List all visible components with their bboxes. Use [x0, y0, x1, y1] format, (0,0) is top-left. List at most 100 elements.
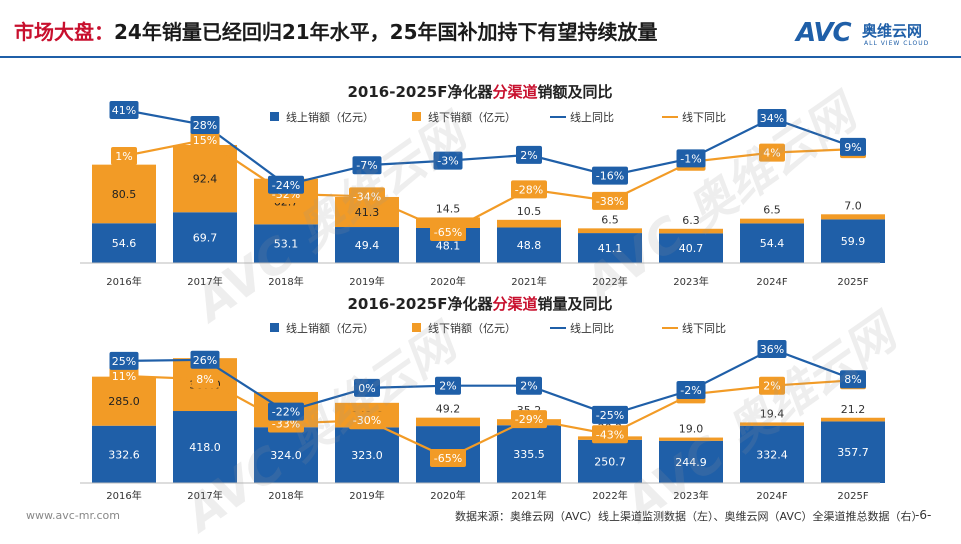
online-yoy-label-box [757, 109, 787, 128]
legend-label: 线上同比 [570, 321, 614, 335]
online-yoy-label-box [352, 156, 382, 175]
bar-online-label: 250.7 [594, 455, 626, 468]
bar-offline-label: 49.2 [436, 403, 461, 416]
bar-online-label: 323.0 [351, 449, 383, 462]
offline-yoy-label-box [511, 180, 547, 199]
offline-yoy-label-box [192, 370, 218, 389]
online-yoy-label: -7% [356, 159, 377, 172]
online-yoy-label: 2% [439, 380, 456, 393]
online-yoy-label-box [676, 149, 706, 168]
bar-offline [497, 219, 561, 228]
legend-label: 线下销额（亿元） [428, 321, 516, 335]
online-yoy-label: 0% [358, 382, 375, 395]
legend-label: 线上销额（亿元） [286, 110, 374, 124]
offline-yoy-label: -28% [515, 183, 543, 196]
online-yoy-label: 28% [193, 119, 217, 132]
offline-yoy-label-box [430, 223, 466, 241]
bar-online [92, 425, 156, 483]
offline-yoy-label: 8% [196, 373, 213, 386]
bar-offline-label: 14.5 [436, 202, 461, 215]
bar-offline-label: 92.4 [193, 173, 218, 186]
online-yoy-label-box [433, 151, 463, 170]
bar-online [173, 411, 237, 483]
category-label: 2018年 [268, 275, 303, 288]
category-label: 2025F [837, 491, 868, 502]
footer-site: www.avc-mr.com [26, 509, 120, 522]
bar-online [821, 219, 885, 263]
bar-online-label: 357.7 [837, 446, 869, 459]
bar-online-label: 418.0 [189, 441, 221, 454]
offline-yoy-label: 1% [115, 150, 132, 163]
bar-offline-label: 80.5 [112, 188, 137, 201]
bar-online-label: 324.0 [270, 449, 302, 462]
online-yoy-label-box [109, 101, 139, 119]
category-label: 2025F [837, 277, 868, 288]
bar-online-label: 69.7 [193, 232, 218, 245]
offline-yoy-label: 4% [763, 147, 780, 160]
category-label: 2024F [756, 277, 787, 288]
bar-offline-label: 6.5 [763, 204, 781, 217]
bar-offline [416, 217, 480, 228]
offline-yoy-label-box [592, 425, 628, 444]
offline-yoy-label-box [349, 411, 385, 430]
legend-label: 线下销额（亿元） [428, 110, 516, 124]
bar-offline [740, 422, 804, 426]
online-yoy-label-box [354, 378, 380, 397]
bar-online-label: 59.9 [841, 235, 866, 248]
offline-yoy-label-box [759, 376, 785, 395]
legend-label: 线下同比 [682, 321, 726, 335]
bar-offline [659, 228, 723, 234]
online-yoy-label: -2% [680, 384, 701, 397]
bar-online [578, 233, 642, 263]
category-label: 2018年 [268, 489, 303, 502]
offline-yoy-label-box [592, 191, 628, 210]
offline-yoy-label: 15% [193, 134, 217, 147]
bar-offline [659, 437, 723, 441]
bar-offline [173, 144, 237, 213]
logo-cn: 奥维云网 [862, 22, 923, 40]
bar-online [254, 224, 318, 263]
online-yoy-label-box [757, 340, 787, 358]
category-label: 2021年 [511, 275, 546, 288]
category-label: 2017年 [187, 489, 222, 502]
online-yoy-label: 41% [112, 104, 136, 117]
online-yoy-label: -25% [596, 409, 624, 422]
offline-yoy-label: -30% [353, 414, 381, 427]
bar-online [740, 425, 804, 483]
category-label: 2017年 [187, 275, 222, 288]
legend-label: 线下同比 [682, 110, 726, 124]
bar-online-label: 53.1 [274, 238, 299, 251]
bar-online [335, 227, 399, 263]
page-number: -6- [915, 508, 932, 522]
header-rule [0, 56, 961, 58]
chart-title: 2016-2025F净化器分渠道销额及同比 [348, 83, 613, 101]
online-yoy-label: -22% [272, 406, 300, 419]
bar-offline [416, 417, 480, 427]
online-yoy-label: 8% [844, 373, 861, 386]
offline-yoy-label: -38% [596, 195, 624, 208]
line-offline-yoy [123, 138, 854, 234]
online-yoy-label-box [592, 405, 628, 424]
online-yoy-label-box [592, 166, 628, 185]
bar-online [659, 440, 723, 483]
bar-online [173, 212, 237, 263]
bar-online [254, 427, 318, 483]
bar-online-label: 54.6 [112, 237, 137, 250]
bar-online [740, 223, 804, 263]
logo-word: AVC [796, 18, 852, 48]
offline-yoy-label-box [759, 143, 785, 162]
online-yoy-label: -1% [680, 152, 701, 165]
legend-label: 线上同比 [570, 110, 614, 124]
category-label: 2022年 [592, 275, 627, 288]
bar-online-label: 332.6 [108, 448, 140, 461]
legend-label: 线上销额（亿元） [286, 321, 374, 335]
online-yoy-label-box [190, 115, 220, 134]
category-label: 2019年 [349, 275, 384, 288]
online-yoy-label-box [840, 137, 866, 156]
offline-yoy-label: -33% [272, 417, 300, 430]
bar-offline [821, 417, 885, 422]
bar-offline [740, 218, 804, 224]
bar-offline-label: 7.0 [844, 199, 862, 212]
online-yoy-label: -3% [437, 155, 458, 168]
